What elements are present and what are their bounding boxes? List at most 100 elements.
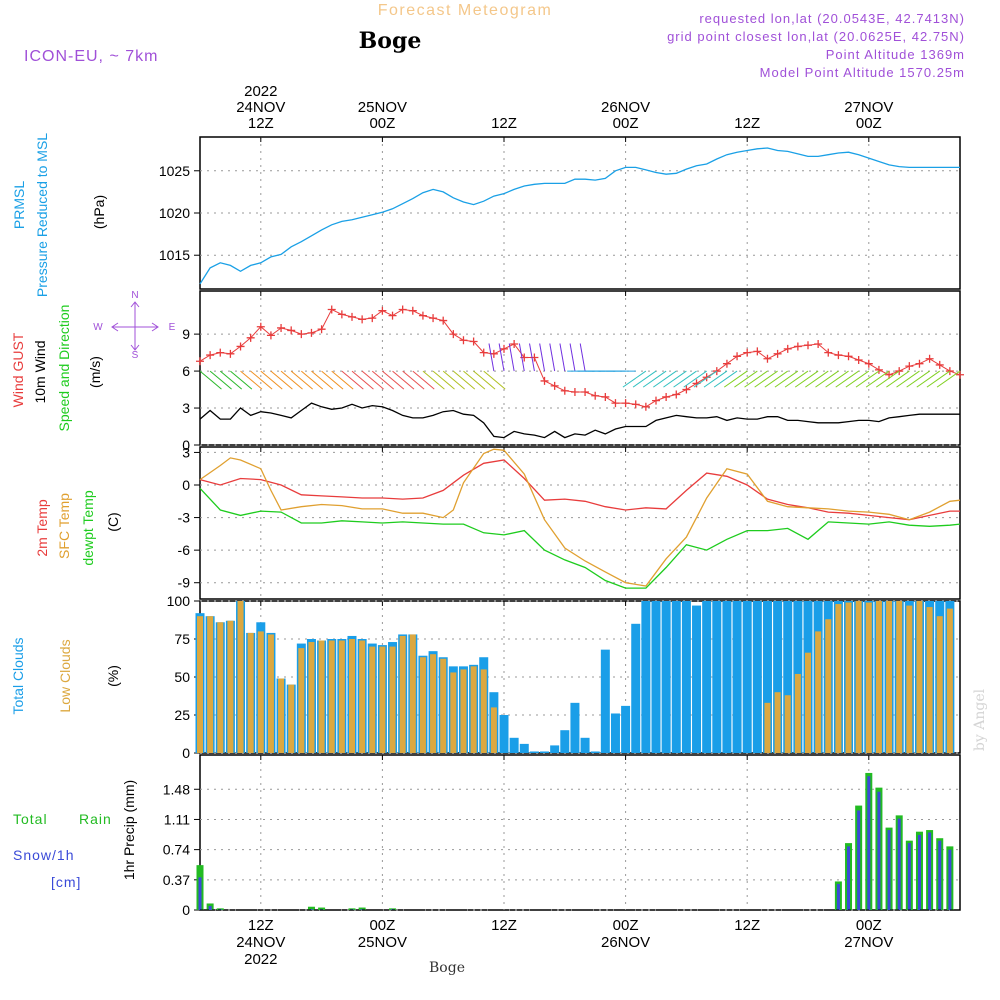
grid-point-coords: grid point closest lon,lat (20.0625E, 42… [667, 29, 965, 44]
pressure-unit: (hPa) [91, 195, 107, 229]
wind-arrow [199, 370, 222, 390]
gust-point [763, 354, 772, 363]
low-cloud-bar [815, 631, 822, 753]
wind-arrow [463, 370, 486, 390]
low-cloud-bar [845, 602, 852, 753]
gust-point [510, 339, 519, 348]
low-cloud-bar [399, 635, 406, 753]
wind-arrow [875, 370, 900, 388]
low-clouds-label: Low Clouds [57, 639, 73, 712]
time-label: 24NOV [236, 99, 285, 116]
low-cloud-bar [470, 666, 477, 753]
time-label: 2022 [244, 951, 277, 968]
total-cloud-bar [702, 601, 712, 753]
prmsl-label: PRMSL [11, 181, 27, 229]
wind-arrow [402, 370, 425, 390]
y-tick-label: 1020 [159, 205, 190, 221]
gust-point [743, 348, 752, 357]
gust-point [449, 330, 458, 339]
precip-labels: Total Rain Snow/1h [cm] 1hr Precip (mm) [13, 780, 137, 890]
tsfc-label: SFC Temp [56, 493, 72, 559]
chart-marks [195, 147, 964, 911]
rain-bar [318, 907, 326, 910]
gust-point [266, 331, 275, 340]
gust-point [601, 392, 610, 401]
low-cloud-bar [379, 646, 386, 753]
gust-point [814, 339, 823, 348]
gust-point [570, 388, 579, 397]
low-cloud-bar [298, 648, 305, 753]
gust-point [672, 390, 681, 399]
low-cloud-bar [359, 640, 366, 753]
time-label: 12Z [248, 115, 274, 132]
y-tick-label: 3 [182, 444, 190, 460]
total-cloud-bar [671, 601, 681, 753]
y-tick-label: 25 [174, 707, 190, 723]
y-tick-label: 1015 [159, 247, 190, 263]
low-cloud-bar [217, 622, 224, 753]
wind-unit: (m/s) [87, 356, 103, 388]
low-cloud-bar [764, 702, 771, 753]
point-altitude: Point Altitude 1369m [826, 47, 965, 62]
gust-point [773, 349, 782, 358]
wind10m-line [199, 402, 960, 439]
wind-arrow [845, 370, 870, 388]
wind-arrow [579, 343, 586, 372]
watermark: by Angel [972, 688, 988, 751]
wind-arrow [508, 343, 515, 372]
gust-point [753, 347, 762, 356]
t2m-label: 2m Temp [34, 499, 50, 557]
total-cloud-bar [641, 601, 651, 753]
low-cloud-bar [338, 640, 345, 753]
prmsl-line [199, 147, 960, 285]
gust-point [581, 388, 590, 397]
gust-point [935, 360, 944, 369]
low-cloud-bar [278, 678, 285, 753]
low-cloud-bar [389, 646, 396, 753]
gust-point [388, 311, 397, 320]
gust-point [733, 352, 742, 361]
total-cloud-bar [692, 605, 702, 753]
low-cloud-bar [288, 684, 295, 753]
gust-point [702, 373, 711, 382]
wind10m-label: 10m Wind [32, 340, 48, 403]
total-cloud-bar [752, 601, 762, 753]
total-cloud-bar [732, 601, 742, 753]
snow-bar [847, 846, 851, 910]
wind-arrow [622, 370, 647, 388]
total-cloud-bar [722, 601, 732, 753]
gust-point [358, 315, 367, 324]
wind-arrow [498, 343, 505, 372]
time-label: 25NOV [358, 934, 407, 951]
clouds-unit: (%) [105, 665, 121, 687]
gust-point [722, 359, 731, 368]
snow-bar [887, 830, 891, 910]
wind-arrow [642, 370, 667, 388]
low-cloud-bar [328, 640, 335, 753]
gust-point [246, 333, 255, 342]
time-label: 12Z [248, 917, 274, 934]
gust-point [611, 399, 620, 408]
gust-point [408, 306, 417, 315]
total-cloud-bar [509, 737, 519, 753]
rain-bar [358, 907, 366, 910]
snow-bar [917, 834, 921, 910]
wind-arrow [230, 370, 253, 390]
compass-n: N [131, 290, 138, 301]
requested-coords: requested lon,lat (20.0543E, 42.7413N) [699, 11, 965, 26]
time-label: 00Z [613, 917, 639, 934]
wind-arrow [663, 370, 687, 388]
gust-point [641, 402, 650, 411]
gust-point [429, 314, 438, 323]
gust-point [854, 355, 863, 364]
time-label: 27NOV [844, 934, 893, 951]
wind-arrow [723, 370, 748, 388]
wind-arrow [392, 370, 415, 390]
gust-point [804, 341, 812, 350]
y-tick-label: 50 [174, 669, 190, 685]
low-cloud-bar [318, 640, 325, 753]
gust-point [378, 306, 387, 315]
snow-bar [948, 849, 952, 910]
gust-point [783, 344, 792, 353]
wind-arrow [886, 370, 910, 388]
